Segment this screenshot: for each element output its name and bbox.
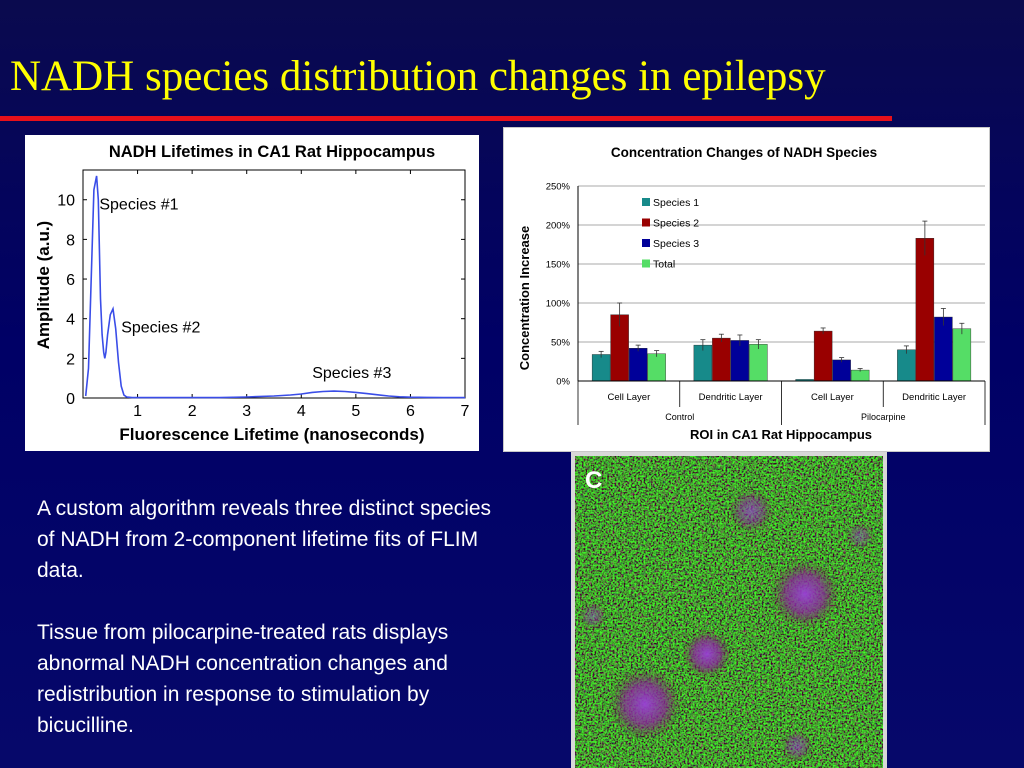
- slide-title: NADH species distribution changes in epi…: [10, 53, 826, 100]
- bar: [749, 344, 768, 382]
- legend-swatch: [642, 239, 650, 247]
- legend-swatch: [642, 218, 650, 227]
- legend-label: Species 3: [653, 238, 699, 250]
- category-label: Cell Layer: [811, 392, 854, 403]
- description-paragraph-1: A custom algorithm reveals three distinc…: [37, 497, 492, 582]
- bar: [813, 330, 833, 382]
- bar-chart-title: Concentration Changes of NADH Species: [611, 145, 877, 160]
- legend-label: Species 1: [653, 197, 699, 209]
- x-tick-label: 4: [297, 403, 306, 420]
- bar-x-axis-label: ROI in CA1 Rat Hippocampus: [690, 427, 872, 442]
- legend-label: Species 2: [653, 218, 699, 230]
- y-tick-label: 8: [66, 232, 75, 249]
- y-tick-label: 6: [66, 272, 75, 289]
- bar: [730, 340, 750, 382]
- y-axis-label: Amplitude (a.u.): [34, 221, 53, 349]
- title-divider: [0, 116, 892, 121]
- species-annotation: Species #1: [99, 197, 178, 214]
- panel-letter-label: C: [585, 467, 602, 494]
- y-tick-label: 0: [66, 391, 75, 408]
- group-label: Pilocarpine: [861, 412, 906, 422]
- category-label: Cell Layer: [607, 392, 650, 403]
- bar-y-tick-label: 0%: [556, 377, 570, 388]
- bar-y-tick-label: 100%: [546, 299, 571, 310]
- x-axis-label: Fluorescence Lifetime (nanoseconds): [119, 425, 424, 444]
- bar: [628, 348, 648, 382]
- plot-frame: [82, 169, 466, 399]
- x-tick-label: 2: [188, 403, 197, 420]
- bar: [591, 354, 611, 382]
- bar: [647, 353, 666, 382]
- description-paragraph-2: Tissue from pilocarpine-treated rats dis…: [37, 621, 449, 737]
- y-tick-label: 4: [66, 312, 75, 329]
- bar: [712, 337, 731, 382]
- lifetime-chart: NADH Lifetimes in CA1 Rat Hippocampus Am…: [34, 143, 470, 444]
- lifetime-series-line: [84, 175, 465, 399]
- category-label: Dendritic Layer: [902, 392, 966, 403]
- lifetime-chart-panel: NADH Lifetimes in CA1 Rat Hippocampus Am…: [25, 135, 479, 451]
- x-tick-label: 1: [133, 403, 142, 420]
- flim-microscopy-image: C: [575, 456, 883, 768]
- species-annotation: Species #2: [121, 320, 200, 337]
- bar: [897, 349, 916, 382]
- bar: [832, 359, 851, 382]
- y-tick-label: 2: [66, 351, 75, 368]
- y-tick-label: 10: [57, 193, 75, 210]
- category-label: Dendritic Layer: [699, 392, 763, 403]
- legend-swatch: [642, 259, 650, 268]
- bar: [915, 238, 935, 382]
- legend-swatch: [642, 198, 650, 206]
- x-tick-label: 5: [351, 403, 360, 420]
- bar-y-axis-label: Concentration Increase: [517, 226, 532, 371]
- bar: [850, 369, 870, 382]
- species-annotation: Species #3: [312, 365, 391, 382]
- x-tick-label: 3: [242, 403, 251, 420]
- bar-y-tick-label: 200%: [546, 221, 571, 232]
- concentration-chart: Concentration Changes of NADH Species Co…: [517, 145, 986, 442]
- x-tick-label: 7: [461, 403, 470, 420]
- bar-y-tick-label: 150%: [546, 260, 571, 271]
- group-label: Control: [665, 412, 694, 422]
- bar-y-tick-label: 50%: [551, 338, 571, 349]
- bar-y-tick-label: 250%: [546, 182, 571, 193]
- microscopy-image-frame: C: [571, 452, 887, 768]
- cell-clusters: [579, 489, 874, 762]
- bar: [934, 316, 953, 382]
- chart-title: NADH Lifetimes in CA1 Rat Hippocampus: [109, 143, 435, 161]
- bar: [952, 328, 972, 382]
- legend-label: Total: [653, 259, 675, 271]
- concentration-chart-panel: Concentration Changes of NADH Species Co…: [503, 127, 990, 452]
- x-tick-label: 6: [406, 403, 415, 420]
